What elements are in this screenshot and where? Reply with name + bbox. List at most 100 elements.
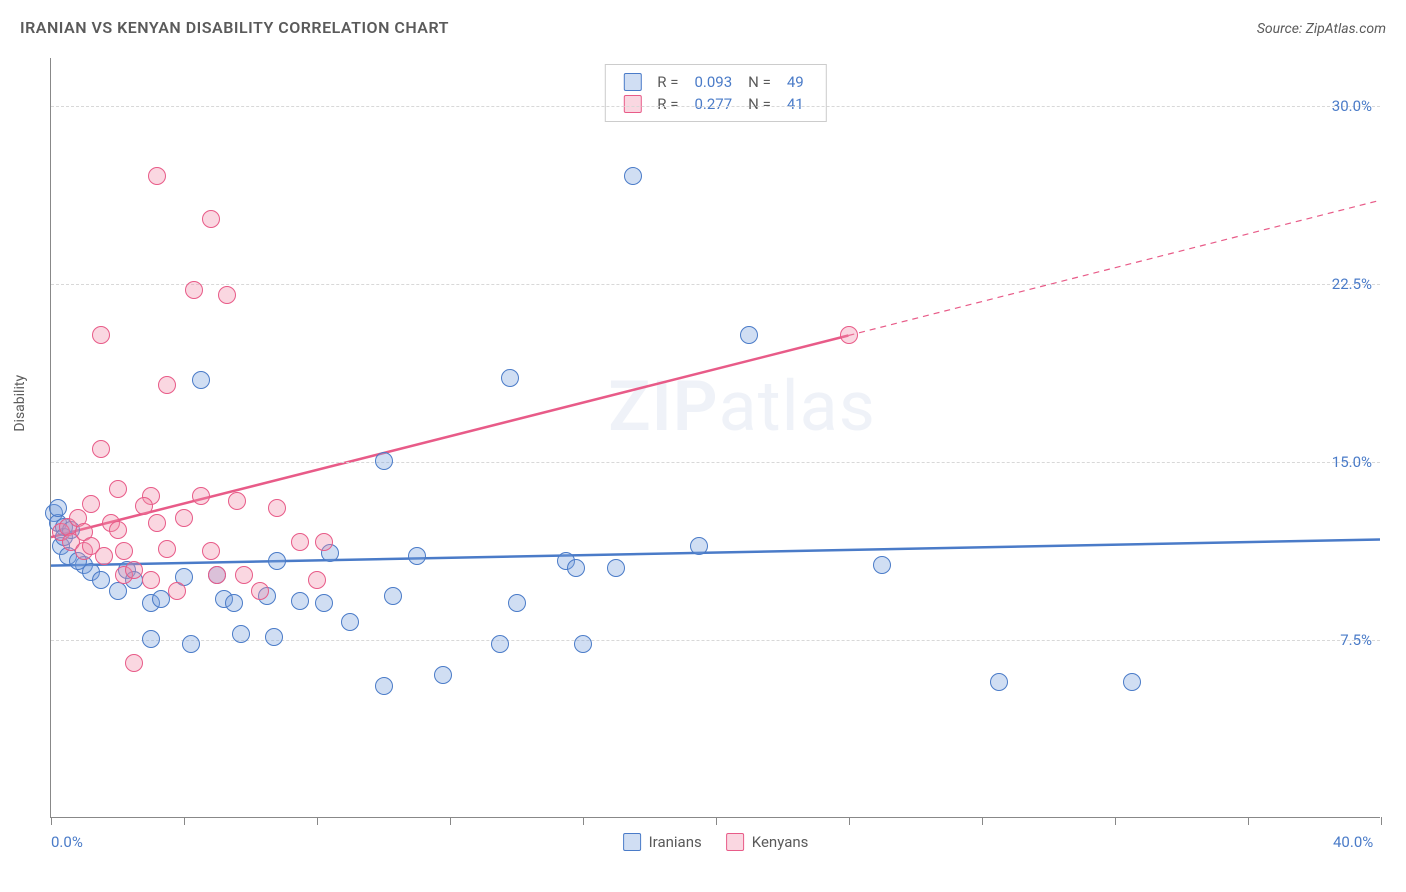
scatter-point [109, 480, 127, 498]
scatter-point [135, 497, 153, 515]
watermark: ZIPatlas [608, 366, 876, 448]
scatter-point [291, 533, 309, 551]
x-tick [450, 817, 451, 825]
scatter-point [607, 559, 625, 577]
x-tick [716, 817, 717, 825]
legend-label: Iranians [649, 833, 702, 851]
scatter-point [265, 628, 283, 646]
scatter-point [92, 571, 110, 589]
stat-r-value: 0.093 [686, 71, 740, 93]
y-tick-label: 15.0% [1332, 453, 1372, 471]
gridline-h [51, 640, 1380, 641]
swatch-icon [623, 95, 641, 113]
scatter-point [158, 540, 176, 558]
scatter-point [202, 210, 220, 228]
scatter-point [49, 499, 67, 517]
stat-n-value: 49 [779, 71, 812, 93]
legend-label: Kenyans [752, 833, 809, 851]
stats-legend-row: R =0.093N =49 [615, 71, 811, 93]
scatter-point [92, 326, 110, 344]
scatter-point [152, 590, 170, 608]
x-tick [184, 817, 185, 825]
stat-r-label: R = [649, 71, 686, 93]
watermark-text-a: ZIP [608, 366, 718, 448]
scatter-point [225, 594, 243, 612]
scatter-point [125, 654, 143, 672]
scatter-point [158, 376, 176, 394]
scatter-point [268, 552, 286, 570]
scatter-point [142, 630, 160, 648]
y-tick-label: 22.5% [1332, 275, 1372, 293]
scatter-point [508, 594, 526, 612]
swatch-icon [623, 833, 641, 851]
scatter-point [1123, 673, 1141, 691]
gridline-h [51, 106, 1380, 107]
scatter-point [315, 533, 333, 551]
y-axis-label: Disability [12, 375, 28, 432]
scatter-point [109, 521, 127, 539]
source-attribution: Source: ZipAtlas.com [1257, 21, 1386, 37]
trend-lines [51, 58, 1380, 817]
scatter-point [182, 635, 200, 653]
swatch-icon [726, 833, 744, 851]
x-tick [583, 817, 584, 825]
scatter-point [408, 547, 426, 565]
stat-r-label: R = [649, 93, 686, 115]
scatter-point [308, 571, 326, 589]
chart-title: IRANIAN VS KENYAN DISABILITY CORRELATION… [20, 18, 449, 37]
x-tick [849, 817, 850, 825]
stats-legend-row: R =0.277N =41 [615, 93, 811, 115]
x-tick [1115, 817, 1116, 825]
scatter-point [291, 592, 309, 610]
y-tick-label: 30.0% [1332, 97, 1372, 115]
scatter-point [375, 452, 393, 470]
scatter-point [232, 625, 250, 643]
swatch-icon [623, 73, 641, 91]
trend-line [51, 539, 1380, 565]
stat-r-value: 0.277 [686, 93, 740, 115]
trend-line [51, 336, 848, 538]
scatter-point [990, 673, 1008, 691]
scatter-point [202, 542, 220, 560]
scatter-point [341, 613, 359, 631]
scatter-point [740, 326, 758, 344]
legend-swatch [615, 93, 649, 115]
scatter-point [624, 167, 642, 185]
x-tick [1248, 817, 1249, 825]
scatter-point [384, 587, 402, 605]
scatter-point [192, 487, 210, 505]
y-tick-label: 7.5% [1340, 631, 1372, 649]
scatter-point [873, 556, 891, 574]
scatter-point [142, 571, 160, 589]
x-tick [1381, 817, 1382, 825]
scatter-point [315, 594, 333, 612]
stat-n-label: N = [740, 71, 779, 93]
x-tick [317, 817, 318, 825]
stats-legend: R =0.093N =49R =0.277N =41 [604, 64, 826, 122]
scatter-point [690, 537, 708, 555]
scatter-point [567, 559, 585, 577]
scatter-point [82, 495, 100, 513]
scatter-point [208, 566, 226, 584]
scatter-point [218, 286, 236, 304]
scatter-point [268, 499, 286, 517]
scatter-point [115, 542, 133, 560]
scatter-point [125, 561, 143, 579]
series-legend: Iranians Kenyans [623, 833, 809, 851]
chart-container: Disability ZIPatlas R =0.093N =49R =0.27… [16, 50, 1390, 870]
x-tick [982, 817, 983, 825]
scatter-point [235, 566, 253, 584]
trend-line-extrapolated [848, 200, 1380, 335]
scatter-point [375, 677, 393, 695]
gridline-h [51, 284, 1380, 285]
watermark-text-b: atlas [719, 366, 876, 448]
legend-swatch [615, 71, 649, 93]
scatter-point [840, 326, 858, 344]
scatter-point [434, 666, 452, 684]
scatter-point [251, 582, 269, 600]
scatter-point [95, 547, 113, 565]
scatter-point [92, 440, 110, 458]
scatter-point [109, 582, 127, 600]
gridline-h [51, 462, 1380, 463]
legend-item: Kenyans [726, 833, 809, 851]
